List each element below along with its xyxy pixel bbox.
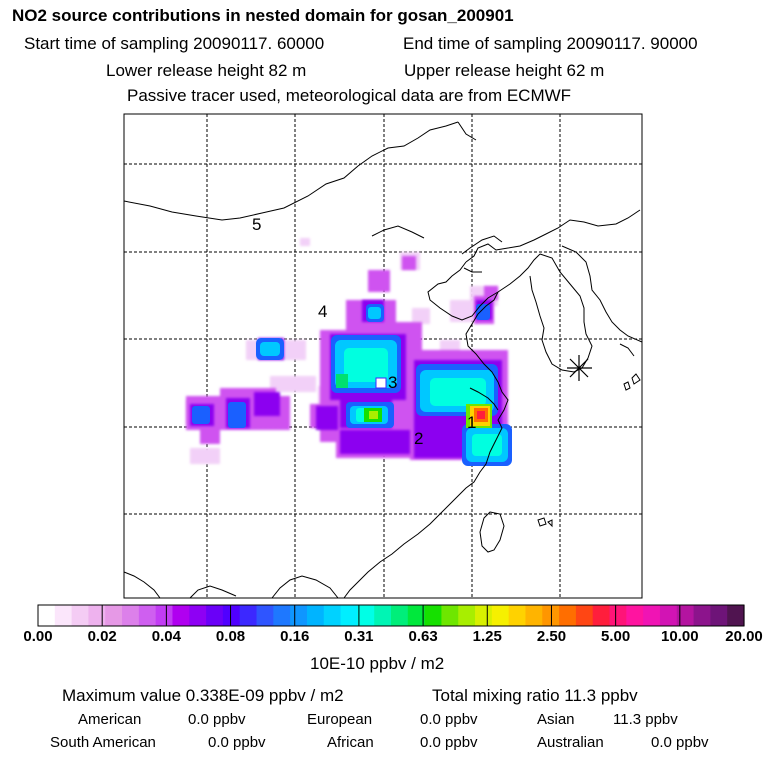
colorbar-tick-label: 0.00 bbox=[23, 628, 53, 645]
total-mixing-ratio: Total mixing ratio 11.3 ppbv bbox=[432, 686, 638, 705]
colorbar-tick-label: 2.50 bbox=[536, 628, 567, 645]
colorbar-segment bbox=[38, 605, 56, 626]
region-name-african: African bbox=[327, 734, 374, 751]
colorbar-segment bbox=[609, 605, 627, 626]
colorbar-segment bbox=[575, 605, 594, 626]
colorbar-segment bbox=[374, 605, 392, 626]
colorbar-segment bbox=[222, 605, 241, 626]
receptor-star-marker bbox=[567, 355, 592, 381]
colorbar-segment bbox=[323, 605, 342, 626]
region-label-5: 5 bbox=[252, 215, 261, 234]
colorbar-unit: 10E-10 ppbv / m2 bbox=[310, 654, 445, 673]
region-name-american: American bbox=[78, 711, 142, 728]
maximum-value: Maximum value 0.338E-09 ppbv / m2 bbox=[62, 686, 344, 705]
colorbar-segment bbox=[155, 605, 174, 626]
lower-release-label: Lower release height 82 m bbox=[106, 61, 307, 80]
start-time-label: Start time of sampling 20090117. 60000 bbox=[24, 34, 325, 53]
colorbar-segment bbox=[592, 605, 611, 626]
region-label-1: 1 bbox=[467, 413, 476, 432]
colorbar-segment bbox=[138, 605, 157, 626]
concentration-field bbox=[186, 238, 512, 466]
colorbar-segment bbox=[256, 605, 274, 626]
colorbar-segment bbox=[441, 605, 459, 626]
colorbar-segment bbox=[122, 605, 140, 626]
colorbar-segment bbox=[458, 605, 476, 626]
colorbar-tick-label: 0.08 bbox=[215, 628, 246, 645]
colorbar-segment bbox=[88, 605, 106, 626]
colorbar-segment bbox=[491, 605, 510, 626]
colorbar-segment bbox=[626, 605, 644, 626]
region-name-european: European bbox=[307, 711, 373, 728]
colorbar-segment bbox=[727, 605, 745, 626]
colorbar-segment bbox=[424, 605, 443, 626]
region-name-asian: Asian bbox=[537, 711, 575, 728]
colorbar-segment bbox=[71, 605, 90, 626]
colorbar-segment bbox=[659, 605, 678, 626]
region-value-european: 0.0 ppbv bbox=[420, 711, 478, 728]
region-value-south-american: 0.0 ppbv bbox=[208, 734, 266, 751]
region-value-african: 0.0 ppbv bbox=[420, 734, 478, 751]
colorbar-tick-label: 0.63 bbox=[408, 628, 438, 645]
tracer-note: Passive tracer used, meteorological data… bbox=[127, 86, 572, 105]
colorbar-tick-label: 10.00 bbox=[661, 628, 699, 645]
colorbar-tick-label: 0.04 bbox=[151, 628, 181, 645]
colorbar-segment bbox=[357, 605, 375, 626]
colorbar-tick-label: 0.31 bbox=[344, 628, 374, 645]
colorbar-segment bbox=[189, 605, 207, 626]
colorbar-segment bbox=[273, 605, 291, 626]
colorbar-dividers bbox=[101, 605, 681, 626]
colorbar-tick-label: 5.00 bbox=[601, 628, 631, 645]
colorbar-segment bbox=[306, 605, 325, 626]
colorbar-segment bbox=[206, 605, 224, 626]
colorbar-segment bbox=[693, 605, 711, 626]
region-name-australian: Australian bbox=[537, 734, 604, 751]
colorbar-segment bbox=[676, 605, 695, 626]
colorbar-segments bbox=[38, 605, 745, 626]
region-value-australian: 0.0 ppbv bbox=[651, 734, 709, 751]
colorbar-segment bbox=[239, 605, 258, 626]
colorbar-segment bbox=[508, 605, 527, 626]
colorbar-segment bbox=[54, 605, 73, 626]
end-time-label: End time of sampling 20090117. 90000 bbox=[403, 34, 698, 53]
colorbar-segment bbox=[407, 605, 426, 626]
colorbar-tick-label: 0.16 bbox=[280, 628, 310, 645]
colorbar-segment bbox=[475, 605, 493, 626]
figure-title: NO2 source contributions in nested domai… bbox=[12, 6, 514, 25]
colorbar-segment bbox=[559, 605, 577, 626]
region-value-asian: 11.3 ppbv bbox=[613, 711, 678, 728]
region-label-2: 2 bbox=[414, 429, 423, 448]
colorbar-segment bbox=[643, 605, 661, 626]
colorbar-tick-label: 0.02 bbox=[87, 628, 117, 645]
colorbar-segment bbox=[710, 605, 728, 626]
region-value-american: 0.0 ppbv bbox=[188, 711, 246, 728]
region-label-4: 4 bbox=[318, 302, 327, 321]
colorbar-tick-label: 20.00 bbox=[725, 628, 763, 645]
colorbar-segment bbox=[525, 605, 543, 626]
colorbar-segment bbox=[290, 605, 308, 626]
region-name-south-american: South American bbox=[50, 734, 156, 751]
colorbar-frame bbox=[37, 604, 745, 627]
colorbar-segment bbox=[391, 605, 409, 626]
colorbar-segment bbox=[172, 605, 190, 626]
upper-release-label: Upper release height 62 m bbox=[404, 61, 605, 80]
colorbar-segment bbox=[105, 605, 123, 626]
region-label-3: 3 bbox=[388, 373, 397, 392]
colorbar-segment bbox=[340, 605, 358, 626]
colorbar-tick-label: 1.25 bbox=[472, 628, 502, 645]
